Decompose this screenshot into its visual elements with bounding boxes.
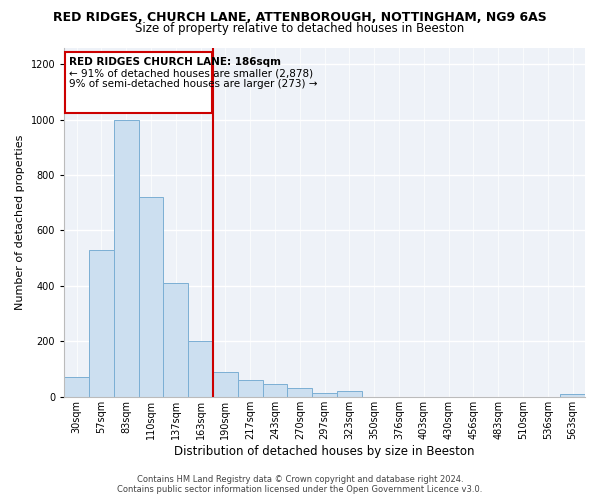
- Text: ← 91% of detached houses are smaller (2,878): ← 91% of detached houses are smaller (2,…: [69, 68, 313, 78]
- Bar: [213, 372, 238, 397]
- Y-axis label: Number of detached properties: Number of detached properties: [15, 134, 25, 310]
- Bar: [89, 250, 114, 397]
- Text: RED RIDGES CHURCH LANE: 186sqm: RED RIDGES CHURCH LANE: 186sqm: [69, 56, 281, 66]
- Bar: [263, 384, 287, 397]
- Bar: [139, 197, 163, 397]
- Text: Contains HM Land Registry data © Crown copyright and database right 2024.
Contai: Contains HM Land Registry data © Crown c…: [118, 474, 482, 494]
- X-axis label: Distribution of detached houses by size in Beeston: Distribution of detached houses by size …: [175, 444, 475, 458]
- Text: 9% of semi-detached houses are larger (273) →: 9% of semi-detached houses are larger (2…: [69, 79, 317, 89]
- Bar: [114, 120, 139, 397]
- Bar: [238, 380, 263, 397]
- Text: Size of property relative to detached houses in Beeston: Size of property relative to detached ho…: [136, 22, 464, 35]
- Bar: [287, 388, 312, 397]
- Bar: [337, 391, 362, 397]
- Bar: [188, 342, 213, 397]
- Bar: [163, 283, 188, 397]
- Bar: [312, 392, 337, 397]
- Bar: [560, 394, 585, 397]
- FancyBboxPatch shape: [65, 52, 212, 112]
- Bar: [64, 378, 89, 397]
- Text: RED RIDGES, CHURCH LANE, ATTENBOROUGH, NOTTINGHAM, NG9 6AS: RED RIDGES, CHURCH LANE, ATTENBOROUGH, N…: [53, 11, 547, 24]
